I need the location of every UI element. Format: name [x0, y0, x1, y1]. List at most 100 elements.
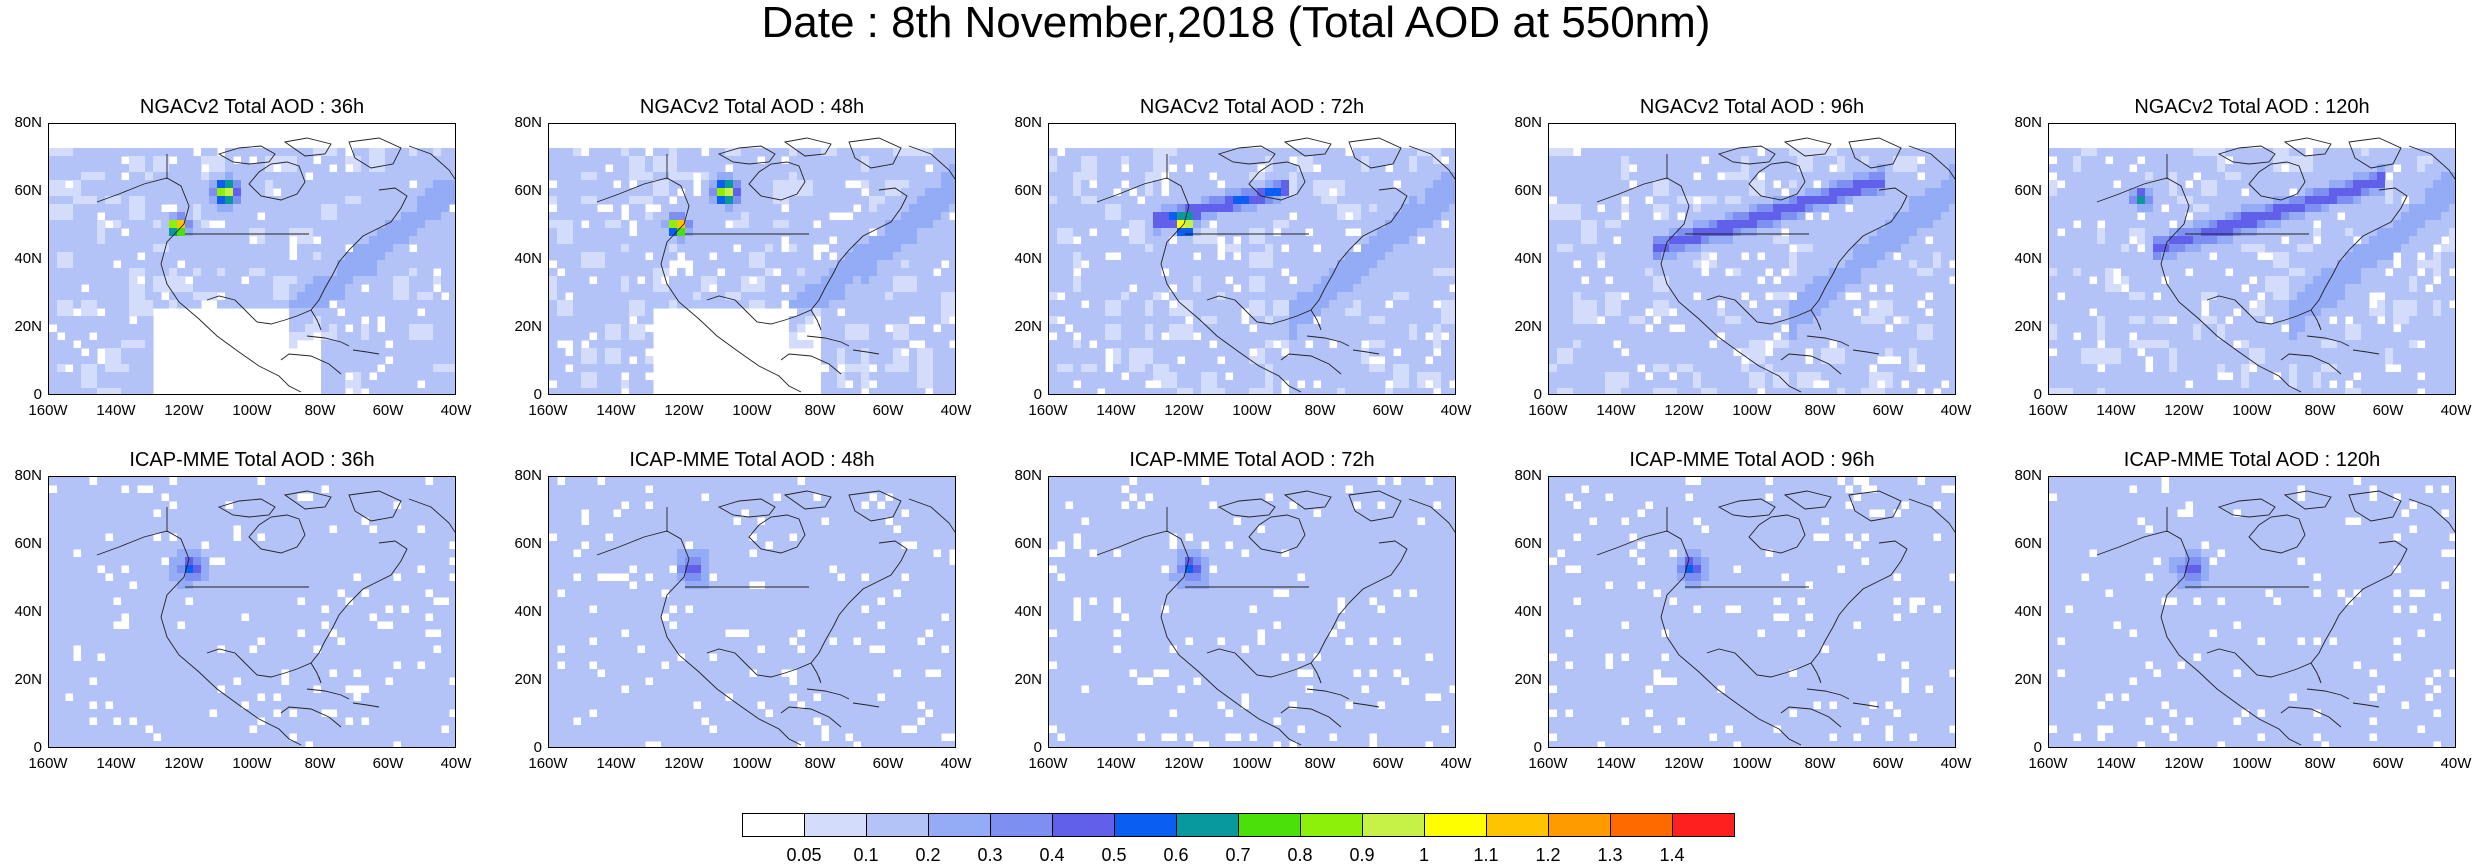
- lon-tick-label: 120W: [1154, 756, 1214, 772]
- lat-tick-label: 60N: [2002, 183, 2042, 199]
- colorbar-swatch: [1362, 813, 1425, 837]
- lat-tick-label: 60N: [1502, 183, 1542, 199]
- colorbar-swatch: [1052, 813, 1115, 837]
- lon-tick-label: 60W: [2358, 756, 2418, 772]
- lat-tick-label: 0: [2002, 740, 2042, 756]
- lon-tick-label: 140W: [2086, 403, 2146, 419]
- lon-tick-label: 100W: [722, 756, 782, 772]
- map-area: [1548, 123, 1956, 395]
- map-area: [1048, 123, 1456, 395]
- panel-title: NGACv2 Total AOD : 120h: [2048, 95, 2456, 119]
- lon-tick-label: 160W: [18, 403, 78, 419]
- lon-tick-label: 40W: [1926, 756, 1986, 772]
- lat-tick-label: 20N: [1002, 319, 1042, 335]
- aod-field: [1549, 124, 1956, 395]
- lon-tick-label: 100W: [222, 756, 282, 772]
- lat-tick-label: 0: [1002, 387, 1042, 403]
- lon-tick-label: 160W: [2018, 756, 2078, 772]
- colorbar-label: 1: [1394, 845, 1454, 865]
- lon-tick-label: 40W: [926, 403, 986, 419]
- colorbar-swatch: [1238, 813, 1301, 837]
- aod-field: [549, 477, 956, 748]
- lon-tick-label: 120W: [2154, 403, 2214, 419]
- colorbar-swatch: [1610, 813, 1673, 837]
- lat-tick-label: 80N: [1502, 468, 1542, 484]
- map-area: [548, 476, 956, 748]
- lat-tick-label: 0: [1502, 387, 1542, 403]
- lon-tick-label: 140W: [1586, 403, 1646, 419]
- colorbar-label: 0.8: [1270, 845, 1330, 865]
- lon-tick-label: 160W: [1518, 403, 1578, 419]
- lon-tick-label: 100W: [222, 403, 282, 419]
- page-title: Date : 8th November,2018 (Total AOD at 5…: [0, 0, 2472, 46]
- lat-tick-label: 80N: [502, 468, 542, 484]
- lon-tick-label: 160W: [1518, 756, 1578, 772]
- map-area: [48, 123, 456, 395]
- lat-tick-label: 40N: [502, 251, 542, 267]
- colorbar-label: 1.2: [1518, 845, 1578, 865]
- lat-tick-label: 20N: [2, 319, 42, 335]
- colorbar-swatch: [742, 813, 805, 837]
- colorbar-label: 0.6: [1146, 845, 1206, 865]
- lon-tick-label: 60W: [1858, 756, 1918, 772]
- colorbar-label: 1.4: [1642, 845, 1702, 865]
- lon-tick-label: 60W: [1358, 403, 1418, 419]
- map-area: [48, 476, 456, 748]
- lon-tick-label: 140W: [2086, 756, 2146, 772]
- lon-tick-label: 100W: [2222, 403, 2282, 419]
- aod-field: [49, 124, 456, 395]
- aod-field: [2049, 124, 2456, 395]
- lon-tick-label: 40W: [926, 756, 986, 772]
- lat-tick-label: 20N: [2002, 319, 2042, 335]
- lon-tick-label: 120W: [654, 403, 714, 419]
- lat-tick-label: 40N: [2002, 251, 2042, 267]
- lon-tick-label: 60W: [858, 756, 918, 772]
- lon-tick-label: 80W: [2290, 403, 2350, 419]
- colorbar-swatch: [1548, 813, 1611, 837]
- lon-tick-label: 100W: [1722, 756, 1782, 772]
- lon-tick-label: 120W: [1154, 403, 1214, 419]
- colorbar-label: 0.2: [898, 845, 958, 865]
- lon-tick-label: 140W: [86, 403, 146, 419]
- lon-tick-label: 160W: [1018, 403, 1078, 419]
- lon-tick-label: 120W: [1654, 756, 1714, 772]
- lon-tick-label: 80W: [790, 756, 850, 772]
- lon-tick-label: 40W: [1926, 403, 1986, 419]
- lat-tick-label: 80N: [1502, 115, 1542, 131]
- lat-tick-label: 40N: [1002, 604, 1042, 620]
- lon-tick-label: 40W: [2426, 403, 2472, 419]
- panel-title: ICAP-MME Total AOD : 48h: [548, 448, 956, 472]
- lon-tick-label: 40W: [426, 756, 486, 772]
- lon-tick-label: 160W: [518, 403, 578, 419]
- lat-tick-label: 20N: [2002, 672, 2042, 688]
- lon-tick-label: 140W: [586, 756, 646, 772]
- map-area: [1548, 476, 1956, 748]
- colorbar-swatch: [1300, 813, 1363, 837]
- lon-tick-label: 80W: [290, 403, 350, 419]
- colorbar-label: 0.3: [960, 845, 1020, 865]
- map-area: [2048, 476, 2456, 748]
- lat-tick-label: 0: [2, 387, 42, 403]
- lon-tick-label: 100W: [1222, 756, 1282, 772]
- lon-tick-label: 60W: [358, 756, 418, 772]
- lon-tick-label: 80W: [1290, 756, 1350, 772]
- lat-tick-label: 40N: [2002, 604, 2042, 620]
- lon-tick-label: 100W: [722, 403, 782, 419]
- map-area: [1048, 476, 1456, 748]
- lat-tick-label: 60N: [1002, 536, 1042, 552]
- aod-field: [1049, 124, 1456, 395]
- lon-tick-label: 80W: [1290, 403, 1350, 419]
- lat-tick-label: 20N: [1002, 672, 1042, 688]
- lon-tick-label: 80W: [1790, 756, 1850, 772]
- lon-tick-label: 60W: [1858, 403, 1918, 419]
- lat-tick-label: 80N: [2, 115, 42, 131]
- colorbar-swatch: [990, 813, 1053, 837]
